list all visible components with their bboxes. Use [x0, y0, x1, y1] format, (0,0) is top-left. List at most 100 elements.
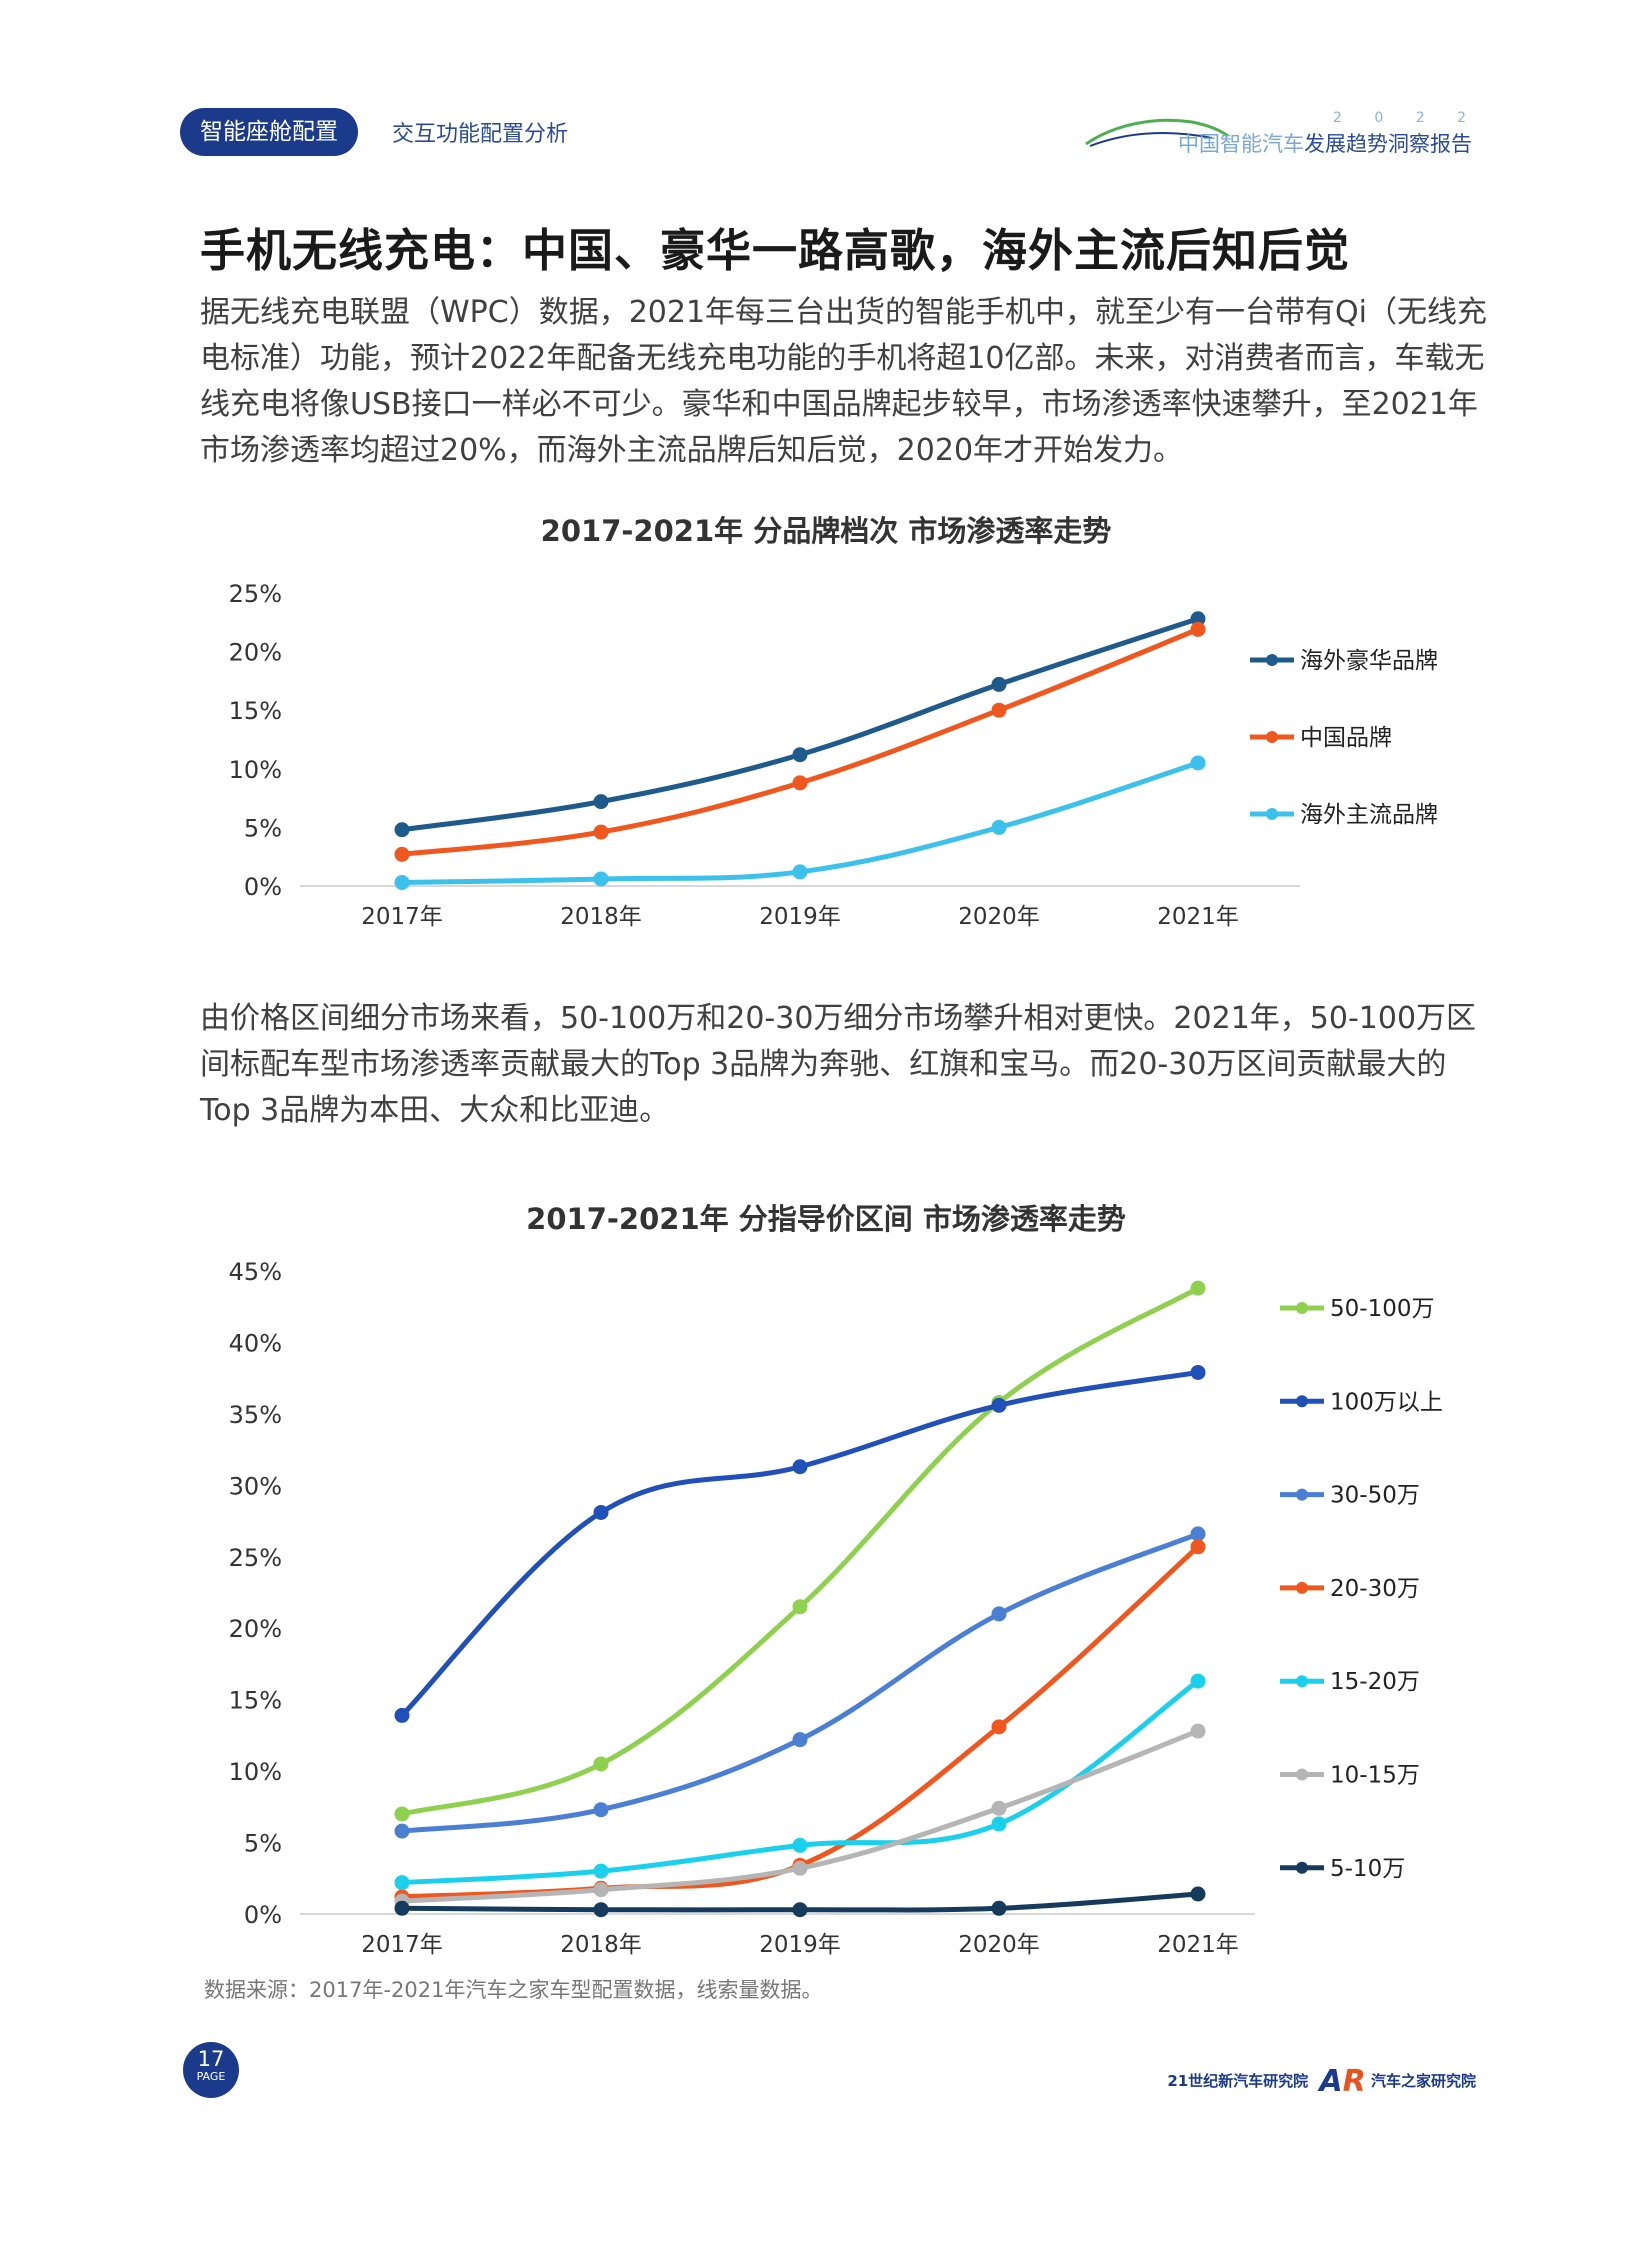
data-point — [394, 1900, 410, 1916]
data-point — [1190, 621, 1206, 637]
page-word: PAGE — [196, 2070, 226, 2083]
data-point — [792, 775, 808, 791]
legend-label: 海外主流品牌 — [1300, 802, 1438, 828]
data-point — [1190, 1364, 1206, 1380]
legend-marker — [1296, 1768, 1308, 1781]
data-point — [792, 1860, 808, 1876]
data-point — [991, 819, 1007, 835]
x-tick-label: 2019年 — [759, 904, 841, 930]
data-point — [593, 1863, 609, 1879]
legend-marker — [1266, 654, 1278, 666]
series-line-2 — [399, 626, 1201, 857]
page-number-badge: 17 PAGE — [183, 2042, 239, 2098]
legend-label: 15-20万 — [1330, 1669, 1420, 1695]
data-point — [1190, 1280, 1206, 1296]
y-tick-label: 25% — [229, 1544, 282, 1572]
data-point — [991, 702, 1007, 718]
org2-logo: 汽车之家研究院 — [1370, 2072, 1476, 2090]
y-tick-label: 35% — [229, 1401, 282, 1429]
data-point — [394, 874, 410, 890]
y-tick-label: 15% — [229, 697, 282, 725]
data-point — [1190, 611, 1206, 627]
x-tick-label: 2018年 — [560, 904, 642, 930]
data-point — [792, 1732, 808, 1748]
data-point — [991, 1719, 1007, 1735]
data-point — [991, 1397, 1007, 1413]
data-point — [394, 1823, 410, 1839]
legend-label: 100万以上 — [1330, 1389, 1443, 1415]
source-note: 数据来源：2017年-2021年汽车之家车型配置数据，线索量数据。 — [204, 1978, 823, 2002]
legend-marker — [1296, 1675, 1308, 1688]
x-tick-label: 2019年 — [759, 1932, 841, 1958]
data-point — [991, 1816, 1007, 1832]
data-point — [394, 846, 410, 862]
page-heading: 手机无线充电：中国、豪华一路高歌，海外主流后知后觉 — [200, 224, 1351, 277]
legend-label: 海外豪华品牌 — [1300, 648, 1438, 674]
y-tick-label: 0% — [244, 873, 282, 901]
data-point — [792, 1459, 808, 1475]
legend-marker — [1296, 1395, 1308, 1408]
data-point — [394, 822, 410, 838]
ar-logo-r: R — [1342, 2064, 1366, 2099]
report-brand: 2 0 2 2 中国智能汽车发展趋势洞察报告 — [1178, 110, 1472, 158]
legend-label: 10-15万 — [1330, 1763, 1420, 1789]
x-tick-label: 2017年 — [361, 1932, 443, 1958]
paragraph-price-segments: 由价格区间细分市场来看，50-100万和20-30万细分市场攀升相对更快。202… — [200, 1001, 1477, 1128]
y-tick-label: 45% — [229, 1258, 282, 1286]
data-point — [593, 1882, 609, 1898]
report-name-light: 中国智能汽车 — [1178, 132, 1304, 156]
data-point — [991, 1606, 1007, 1622]
data-point — [991, 676, 1007, 692]
data-point — [792, 864, 808, 880]
x-tick-label: 2018年 — [560, 1932, 642, 1958]
legend-marker — [1296, 1302, 1308, 1314]
footer-logos: 21世纪新汽车研究院 AR 汽车之家研究院 — [1167, 2064, 1476, 2099]
data-point — [593, 1756, 609, 1772]
y-tick-label: 30% — [229, 1472, 282, 1500]
x-tick-label: 2017年 — [361, 904, 443, 930]
x-tick-label: 2020年 — [958, 1932, 1040, 1958]
data-point — [593, 1504, 609, 1520]
y-tick-label: 5% — [244, 814, 282, 842]
legend-marker — [1266, 731, 1278, 743]
data-point — [593, 794, 609, 810]
data-point — [593, 1902, 609, 1918]
report-name: 中国智能汽车发展趋势洞察报告 — [1178, 128, 1472, 158]
data-point — [792, 1837, 808, 1853]
data-point — [991, 1800, 1007, 1816]
legend-label: 中国品牌 — [1300, 725, 1392, 751]
x-tick-label: 2021年 — [1157, 904, 1239, 930]
legend-marker — [1296, 1488, 1308, 1501]
x-tick-label: 2020年 — [958, 904, 1040, 930]
y-tick-label: 25% — [229, 580, 282, 608]
series-line-1 — [399, 616, 1201, 833]
legend-marker — [1296, 1861, 1308, 1874]
report-year: 2 0 2 2 — [1333, 110, 1480, 126]
y-tick-label: 10% — [229, 756, 282, 784]
data-point — [1190, 1673, 1206, 1689]
y-tick-label: 20% — [229, 639, 282, 667]
y-tick-label: 5% — [244, 1830, 282, 1858]
data-point — [1190, 1539, 1206, 1555]
data-point — [1190, 1723, 1206, 1739]
car-logo-icon — [1085, 118, 1229, 147]
data-point — [394, 1875, 410, 1891]
data-point — [792, 1599, 808, 1615]
data-point — [394, 1707, 410, 1723]
legend-marker — [1296, 1581, 1308, 1594]
chart1-title: 2017-2021年 分品牌档次 市场渗透率走势 — [540, 514, 1112, 548]
data-point — [792, 747, 808, 763]
ar-logo-icon: AR — [1319, 2064, 1365, 2099]
legend-label: 50-100万 — [1330, 1296, 1434, 1322]
legend-label: 20-30万 — [1330, 1576, 1420, 1602]
data-point — [593, 871, 609, 887]
page-number: 17 — [197, 2047, 225, 2071]
data-point — [792, 1902, 808, 1918]
paragraph-intro: 据无线充电联盟（WPC）数据，2021年每三台出货的智能手机中，就至少有一台带有… — [200, 295, 1487, 468]
y-tick-label: 20% — [229, 1615, 282, 1643]
section-badge: 智能座舱配置 — [180, 108, 358, 156]
chart2-title: 2017-2021年 分指导价区间 市场渗透率走势 — [526, 1202, 1126, 1236]
y-tick-label: 40% — [229, 1329, 282, 1357]
org1-logo: 21世纪新汽车研究院 — [1167, 2072, 1309, 2090]
data-point — [1190, 1886, 1206, 1902]
